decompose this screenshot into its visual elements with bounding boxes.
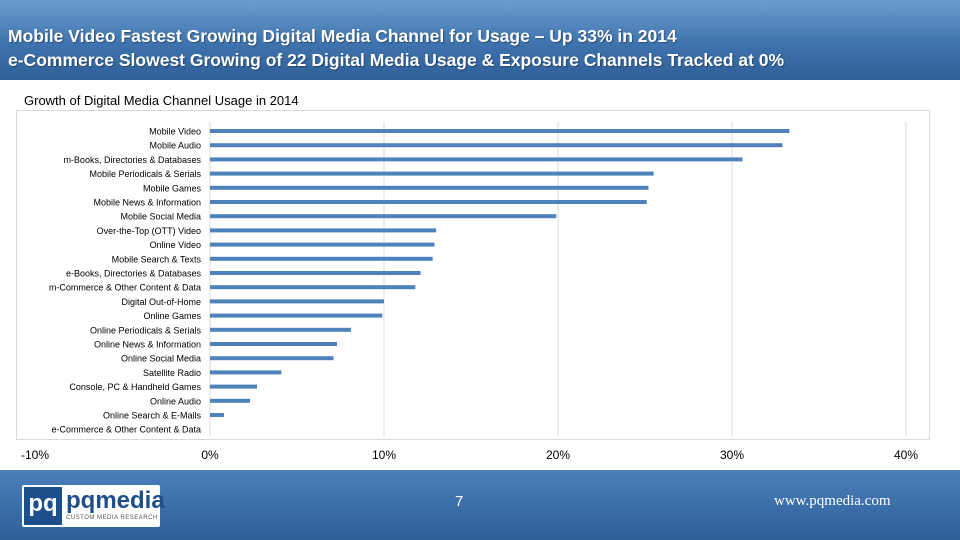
bar <box>210 129 790 133</box>
bar <box>210 370 282 375</box>
category-label: Console, PC & Handheld Games <box>69 382 201 392</box>
bar <box>210 171 654 176</box>
logo-tagline: CUSTOM MEDIA RESEARCH <box>66 515 158 521</box>
category-label: Mobile Audio <box>149 141 201 151</box>
chart-title: Growth of Digital Media Channel Usage in… <box>24 93 299 108</box>
category-label: Over-the-Top (OTT) Video <box>97 226 201 236</box>
category-label: Online Audio <box>150 396 201 406</box>
slide-header: Mobile Video Fastest Growing Digital Med… <box>0 0 960 80</box>
logo-mark: pq <box>24 487 62 525</box>
x-tick-label: 30% <box>720 448 744 462</box>
bar <box>210 214 557 219</box>
category-label: Online Periodicals & Serials <box>90 325 202 335</box>
bar <box>210 413 224 417</box>
bar <box>210 356 334 361</box>
bar <box>210 285 416 290</box>
headline-line-2: e-Commerce Slowest Growing of 22 Digital… <box>8 50 785 70</box>
bar <box>210 242 435 247</box>
x-tick-label: 10% <box>372 448 396 462</box>
category-label: Online Games <box>143 311 201 321</box>
slide-footer <box>0 470 960 540</box>
bar <box>210 256 433 261</box>
bar <box>210 342 338 346</box>
category-label: Digital Out-of-Home <box>121 297 201 307</box>
category-label: Online Social Media <box>121 354 201 364</box>
category-label: Mobile Social Media <box>120 212 201 222</box>
bar <box>210 157 743 162</box>
pqmedia-logo: pq pqmedia CUSTOM MEDIA RESEARCH <box>22 485 165 527</box>
bar <box>210 271 421 275</box>
bar <box>210 313 383 318</box>
category-label: Online News & Information <box>94 340 201 350</box>
bar <box>210 228 437 233</box>
bar <box>210 384 257 389</box>
plot-area <box>16 110 930 440</box>
category-label: Online Video <box>150 240 201 250</box>
x-tick-label: 40% <box>894 448 918 462</box>
page-number: 7 <box>455 493 464 510</box>
bar <box>210 143 783 148</box>
x-tick-label: 0% <box>201 448 219 462</box>
logo-brand: pqmedia <box>66 487 165 514</box>
category-label: Mobile Search & Texts <box>112 254 202 264</box>
bar <box>210 327 351 332</box>
x-tick-label: 20% <box>546 448 570 462</box>
category-label: e-Commerce & Other Content & Data <box>51 425 201 435</box>
category-label: Mobile News & Information <box>93 198 201 208</box>
category-label: m-Books, Directories & Databases <box>63 155 201 165</box>
category-label: Mobile Periodicals & Serials <box>89 169 201 179</box>
category-label: Mobile Games <box>143 183 202 193</box>
bar-chart: -10% 0% 10% 20% 30% 40% Mobile Video Mobile Aud… <box>21 122 918 462</box>
x-tick-label: -10% <box>21 448 49 462</box>
bar <box>210 398 251 403</box>
category-label: Mobile Video <box>149 127 201 137</box>
category-label: Satellite Radio <box>143 368 201 378</box>
bar <box>210 185 649 190</box>
category-label: m-Commerce & Other Content & Data <box>49 283 201 293</box>
headline-line-1: Mobile Video Fastest Growing Digital Med… <box>8 26 677 46</box>
bar <box>210 299 384 304</box>
website-url: www.pqmedia.com <box>774 493 891 509</box>
bar <box>210 200 647 204</box>
category-label: Online Search & E-Mails <box>103 411 202 421</box>
category-label: e-Books, Directories & Databases <box>66 269 202 279</box>
